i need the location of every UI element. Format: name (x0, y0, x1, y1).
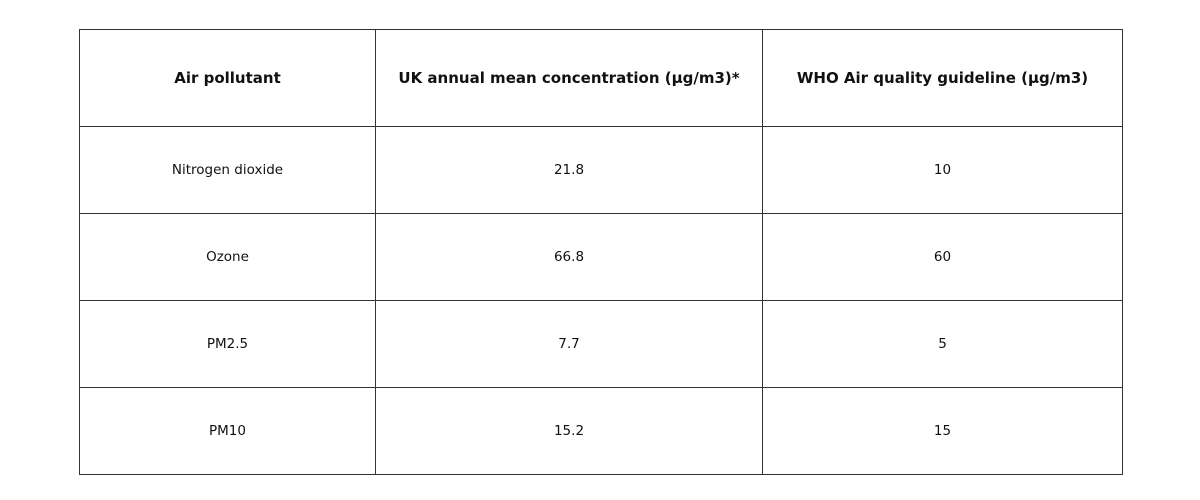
table-cell: Ozone (79, 213, 376, 301)
pollutant-table: Air pollutant UK annual mean concentratio… (79, 29, 1123, 475)
table-cell: 66.8 (375, 213, 763, 301)
table-row: PM2.5 7.7 5 (79, 300, 1123, 388)
table-cell: PM2.5 (79, 300, 376, 388)
header-row: Air pollutant UK annual mean concentratio… (79, 29, 1123, 127)
table-row: Ozone 66.8 60 (79, 213, 1123, 301)
table-row: Nitrogen dioxide 21.8 10 (79, 126, 1123, 214)
header-cell: UK annual mean concentration (µg/m3)* (375, 29, 763, 127)
table-cell: 15.2 (375, 387, 763, 475)
table-cell: 7.7 (375, 300, 763, 388)
header-cell: WHO Air quality guideline (µg/m3) (762, 29, 1123, 127)
table-row: PM10 15.2 15 (79, 387, 1123, 475)
header-cell: Air pollutant (79, 29, 376, 127)
table-cell: 21.8 (375, 126, 763, 214)
table-cell: 5 (762, 300, 1123, 388)
table-cell: PM10 (79, 387, 376, 475)
table-cell: Nitrogen dioxide (79, 126, 376, 214)
table-cell: 10 (762, 126, 1123, 214)
table-cell: 15 (762, 387, 1123, 475)
table-cell: 60 (762, 213, 1123, 301)
